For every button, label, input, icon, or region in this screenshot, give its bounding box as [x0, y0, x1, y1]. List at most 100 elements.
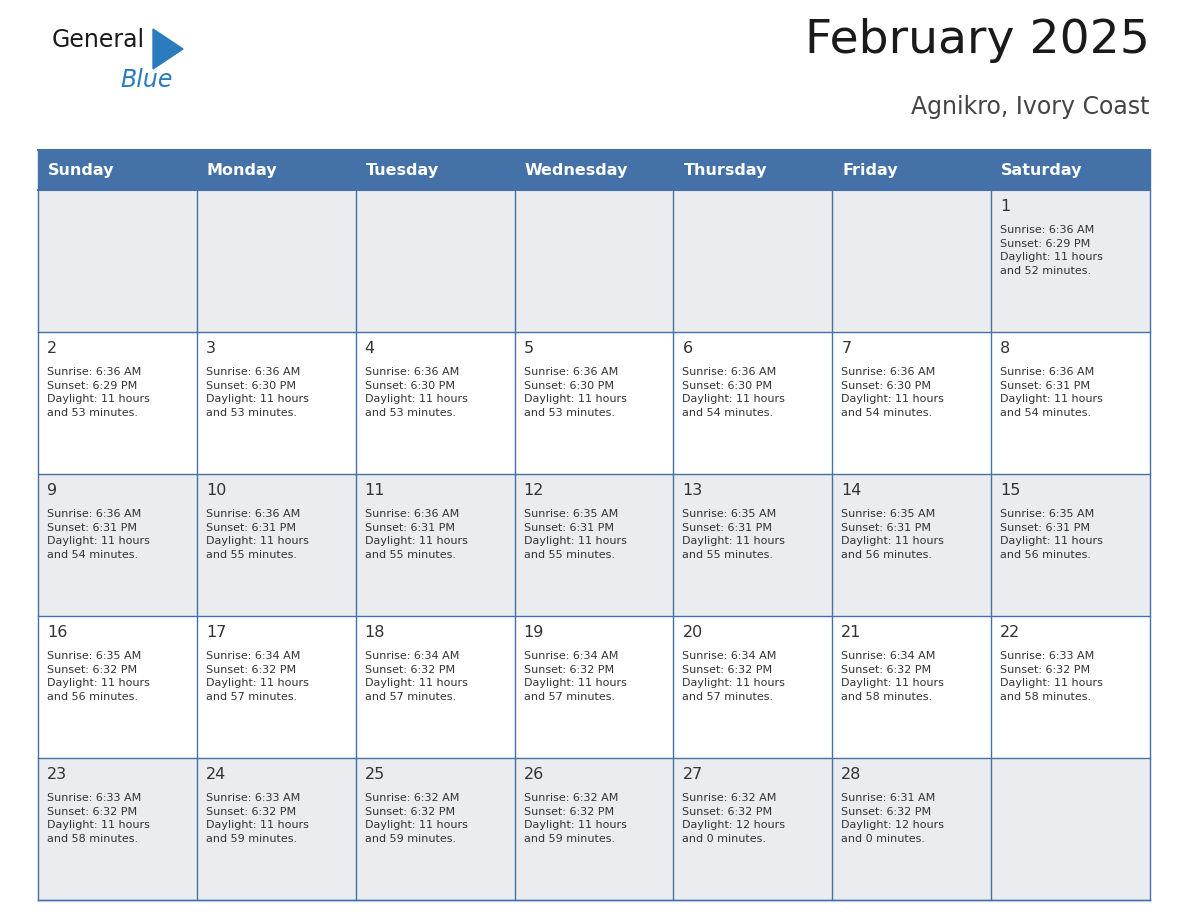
Text: 7: 7 — [841, 341, 852, 356]
Bar — [991, 474, 1150, 616]
Text: 21: 21 — [841, 625, 861, 640]
Text: 6: 6 — [682, 341, 693, 356]
Bar — [991, 616, 1150, 758]
Text: Sunrise: 6:34 AM
Sunset: 6:32 PM
Daylight: 11 hours
and 57 minutes.: Sunrise: 6:34 AM Sunset: 6:32 PM Dayligh… — [365, 651, 468, 701]
Bar — [197, 190, 355, 332]
Bar — [833, 616, 991, 758]
Bar — [674, 332, 833, 474]
Bar — [674, 150, 833, 190]
Bar — [674, 758, 833, 900]
Bar — [514, 616, 674, 758]
Text: 24: 24 — [206, 767, 226, 782]
Text: 25: 25 — [365, 767, 385, 782]
Text: Wednesday: Wednesday — [525, 162, 628, 177]
Text: Sunrise: 6:35 AM
Sunset: 6:31 PM
Daylight: 11 hours
and 55 minutes.: Sunrise: 6:35 AM Sunset: 6:31 PM Dayligh… — [682, 509, 785, 560]
Text: Sunrise: 6:36 AM
Sunset: 6:31 PM
Daylight: 11 hours
and 54 minutes.: Sunrise: 6:36 AM Sunset: 6:31 PM Dayligh… — [1000, 367, 1102, 418]
Text: Sunrise: 6:36 AM
Sunset: 6:29 PM
Daylight: 11 hours
and 52 minutes.: Sunrise: 6:36 AM Sunset: 6:29 PM Dayligh… — [1000, 225, 1102, 275]
Text: 11: 11 — [365, 483, 385, 498]
Text: Sunrise: 6:35 AM
Sunset: 6:31 PM
Daylight: 11 hours
and 55 minutes.: Sunrise: 6:35 AM Sunset: 6:31 PM Dayligh… — [524, 509, 626, 560]
Bar — [197, 474, 355, 616]
Bar — [38, 190, 197, 332]
Text: Monday: Monday — [207, 162, 278, 177]
Bar — [514, 474, 674, 616]
Bar — [833, 474, 991, 616]
Text: Sunrise: 6:33 AM
Sunset: 6:32 PM
Daylight: 11 hours
and 58 minutes.: Sunrise: 6:33 AM Sunset: 6:32 PM Dayligh… — [48, 793, 150, 844]
Text: 10: 10 — [206, 483, 226, 498]
Text: 27: 27 — [682, 767, 702, 782]
Text: 9: 9 — [48, 483, 57, 498]
Text: Sunrise: 6:33 AM
Sunset: 6:32 PM
Daylight: 11 hours
and 58 minutes.: Sunrise: 6:33 AM Sunset: 6:32 PM Dayligh… — [1000, 651, 1102, 701]
Bar — [991, 758, 1150, 900]
Bar — [197, 758, 355, 900]
Bar — [197, 150, 355, 190]
Text: February 2025: February 2025 — [805, 18, 1150, 63]
Text: Sunrise: 6:36 AM
Sunset: 6:31 PM
Daylight: 11 hours
and 55 minutes.: Sunrise: 6:36 AM Sunset: 6:31 PM Dayligh… — [206, 509, 309, 560]
Bar — [38, 474, 197, 616]
Bar — [833, 758, 991, 900]
Text: Blue: Blue — [120, 68, 172, 92]
Bar — [833, 190, 991, 332]
Bar — [514, 190, 674, 332]
Text: 26: 26 — [524, 767, 544, 782]
Bar — [674, 190, 833, 332]
Text: 15: 15 — [1000, 483, 1020, 498]
Bar — [514, 758, 674, 900]
Text: Sunrise: 6:32 AM
Sunset: 6:32 PM
Daylight: 11 hours
and 59 minutes.: Sunrise: 6:32 AM Sunset: 6:32 PM Dayligh… — [365, 793, 468, 844]
Bar — [991, 332, 1150, 474]
Bar — [355, 150, 514, 190]
Bar — [355, 758, 514, 900]
Bar — [38, 616, 197, 758]
Bar — [38, 758, 197, 900]
Bar — [197, 332, 355, 474]
Text: 13: 13 — [682, 483, 702, 498]
Text: Sunrise: 6:36 AM
Sunset: 6:30 PM
Daylight: 11 hours
and 53 minutes.: Sunrise: 6:36 AM Sunset: 6:30 PM Dayligh… — [206, 367, 309, 418]
Text: 28: 28 — [841, 767, 861, 782]
Text: Sunrise: 6:34 AM
Sunset: 6:32 PM
Daylight: 11 hours
and 57 minutes.: Sunrise: 6:34 AM Sunset: 6:32 PM Dayligh… — [206, 651, 309, 701]
Text: Sunrise: 6:32 AM
Sunset: 6:32 PM
Daylight: 11 hours
and 59 minutes.: Sunrise: 6:32 AM Sunset: 6:32 PM Dayligh… — [524, 793, 626, 844]
Text: 1: 1 — [1000, 199, 1010, 214]
Text: Tuesday: Tuesday — [366, 162, 438, 177]
Text: Sunrise: 6:36 AM
Sunset: 6:31 PM
Daylight: 11 hours
and 54 minutes.: Sunrise: 6:36 AM Sunset: 6:31 PM Dayligh… — [48, 509, 150, 560]
Text: Sunrise: 6:35 AM
Sunset: 6:32 PM
Daylight: 11 hours
and 56 minutes.: Sunrise: 6:35 AM Sunset: 6:32 PM Dayligh… — [48, 651, 150, 701]
Text: Sunrise: 6:33 AM
Sunset: 6:32 PM
Daylight: 11 hours
and 59 minutes.: Sunrise: 6:33 AM Sunset: 6:32 PM Dayligh… — [206, 793, 309, 844]
Text: 22: 22 — [1000, 625, 1020, 640]
Text: Sunrise: 6:36 AM
Sunset: 6:30 PM
Daylight: 11 hours
and 53 minutes.: Sunrise: 6:36 AM Sunset: 6:30 PM Dayligh… — [365, 367, 468, 418]
Text: 8: 8 — [1000, 341, 1010, 356]
Text: Sunrise: 6:36 AM
Sunset: 6:30 PM
Daylight: 11 hours
and 54 minutes.: Sunrise: 6:36 AM Sunset: 6:30 PM Dayligh… — [841, 367, 944, 418]
Text: Sunrise: 6:34 AM
Sunset: 6:32 PM
Daylight: 11 hours
and 58 minutes.: Sunrise: 6:34 AM Sunset: 6:32 PM Dayligh… — [841, 651, 944, 701]
Text: General: General — [52, 28, 145, 52]
Text: Sunrise: 6:36 AM
Sunset: 6:31 PM
Daylight: 11 hours
and 55 minutes.: Sunrise: 6:36 AM Sunset: 6:31 PM Dayligh… — [365, 509, 468, 560]
Bar — [833, 150, 991, 190]
Bar — [197, 616, 355, 758]
Text: 5: 5 — [524, 341, 533, 356]
Bar — [991, 150, 1150, 190]
Text: Sunrise: 6:32 AM
Sunset: 6:32 PM
Daylight: 12 hours
and 0 minutes.: Sunrise: 6:32 AM Sunset: 6:32 PM Dayligh… — [682, 793, 785, 844]
Bar — [355, 332, 514, 474]
Text: 12: 12 — [524, 483, 544, 498]
Text: 3: 3 — [206, 341, 216, 356]
Bar — [38, 332, 197, 474]
Text: Saturday: Saturday — [1001, 162, 1082, 177]
Text: Sunrise: 6:36 AM
Sunset: 6:29 PM
Daylight: 11 hours
and 53 minutes.: Sunrise: 6:36 AM Sunset: 6:29 PM Dayligh… — [48, 367, 150, 418]
Text: Sunrise: 6:36 AM
Sunset: 6:30 PM
Daylight: 11 hours
and 54 minutes.: Sunrise: 6:36 AM Sunset: 6:30 PM Dayligh… — [682, 367, 785, 418]
Text: 18: 18 — [365, 625, 385, 640]
Text: 2: 2 — [48, 341, 57, 356]
Bar — [355, 474, 514, 616]
Text: 20: 20 — [682, 625, 702, 640]
Bar — [514, 150, 674, 190]
Text: 23: 23 — [48, 767, 68, 782]
Text: 14: 14 — [841, 483, 861, 498]
Text: 16: 16 — [48, 625, 68, 640]
Text: Agnikro, Ivory Coast: Agnikro, Ivory Coast — [911, 95, 1150, 119]
Text: Sunrise: 6:34 AM
Sunset: 6:32 PM
Daylight: 11 hours
and 57 minutes.: Sunrise: 6:34 AM Sunset: 6:32 PM Dayligh… — [524, 651, 626, 701]
Text: Sunrise: 6:35 AM
Sunset: 6:31 PM
Daylight: 11 hours
and 56 minutes.: Sunrise: 6:35 AM Sunset: 6:31 PM Dayligh… — [841, 509, 944, 560]
Text: Sunday: Sunday — [48, 162, 114, 177]
Text: 17: 17 — [206, 625, 226, 640]
Bar — [38, 150, 197, 190]
Bar — [355, 616, 514, 758]
Text: Thursday: Thursday — [683, 162, 767, 177]
Text: Sunrise: 6:31 AM
Sunset: 6:32 PM
Daylight: 12 hours
and 0 minutes.: Sunrise: 6:31 AM Sunset: 6:32 PM Dayligh… — [841, 793, 944, 844]
Bar — [991, 190, 1150, 332]
Text: 4: 4 — [365, 341, 375, 356]
Bar — [674, 474, 833, 616]
